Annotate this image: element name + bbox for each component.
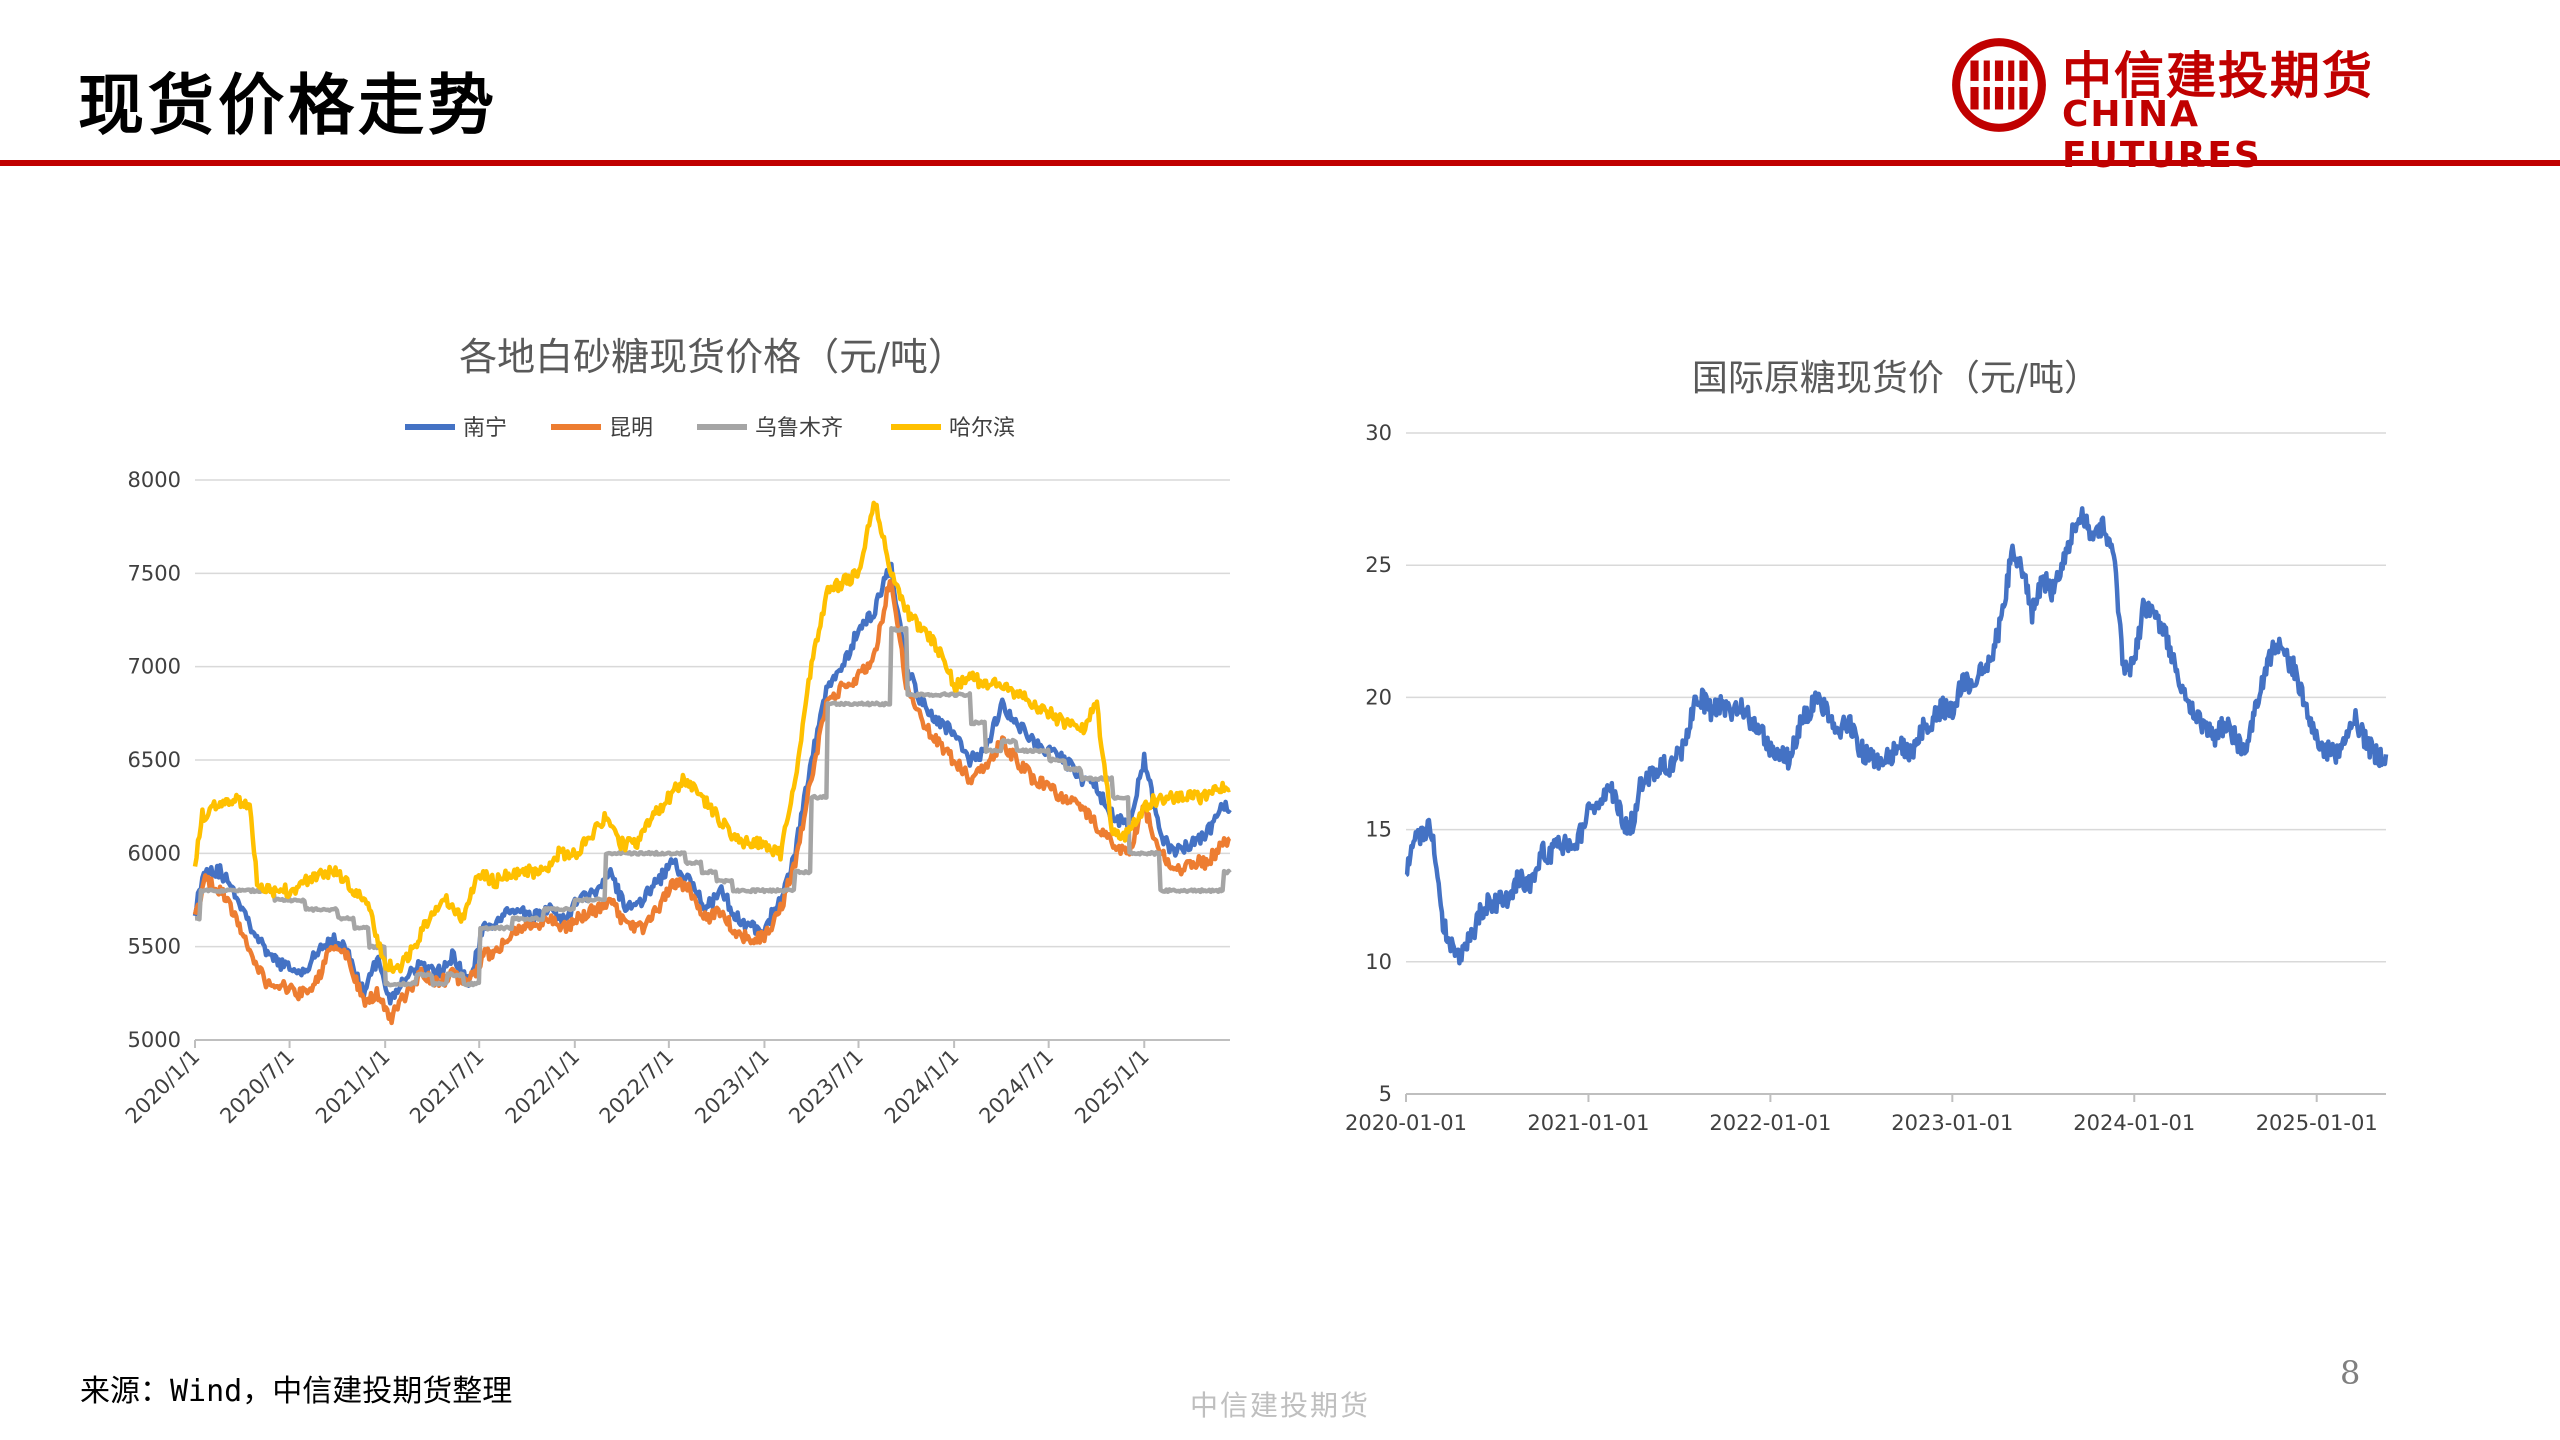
legend-label: 南宁 [463,416,507,441]
domestic-sugar-price-chart: 各地白砂糖现货价格（元/吨） 5000 5500 6000 6500 7000 7500 80… [121,335,1232,1129]
y-tick-label: 30 [1365,421,1392,445]
x-tick-label: 2021/7/1 [405,1045,489,1129]
x-tick-label: 2024-01-01 [2073,1111,2195,1135]
x-tick-label: 2024/7/1 [975,1045,1059,1129]
company-logo: 中信建投期货 CHINA FUTURES [1948,34,2388,176]
footer-brand: 中信建投期货 [1189,1389,1370,1422]
legend-label: 昆明 [609,416,653,441]
y-tick-label: 6000 [128,841,181,865]
y-tick-label: 7000 [128,655,181,679]
x-tick-label: 2021/1/1 [311,1045,395,1129]
x-tick-label: 2022-01-01 [1709,1111,1831,1135]
series-line-哈尔滨 [192,500,1231,974]
x-tick-label: 2020-01-01 [1345,1111,1467,1135]
logo-english-name: CHINA FUTURES [2062,94,2262,176]
x-tick-label: 2022/1/1 [501,1045,585,1129]
x-tick-label: 2025/1/1 [1070,1045,1154,1129]
chart-title: 国际原糖现货价（元/吨） [1692,358,2100,399]
y-tick-label: 5000 [128,1028,181,1052]
slide-title: 现货价格走势 [78,66,498,144]
x-tick-label: 2025-01-01 [2256,1111,2378,1135]
x-tick-label: 2021-01-01 [1527,1111,1649,1135]
x-tick-label: 2020/7/1 [215,1045,299,1129]
series-line-乌鲁木齐 [194,625,1232,988]
y-tick-label: 6500 [128,748,181,772]
x-tick-label: 2022/7/1 [595,1045,679,1129]
chart-title: 各地白砂糖现货价格（元/吨） [459,335,966,379]
legend-label: 乌鲁木齐 [755,416,843,441]
x-tick-label: 2023/1/1 [690,1045,774,1129]
y-tick-label: 5500 [128,935,181,959]
x-tick-label: 2024/1/1 [880,1045,964,1129]
y-tick-label: 5 [1379,1082,1392,1106]
x-tick-label: 2023-01-01 [1891,1111,2013,1135]
logo-emblem-icon [1952,38,2046,132]
header-divider [0,160,2560,166]
raw-sugar-price-chart: 国际原糖现货价（元/吨） 5 10 15 20 25 30 2020-01-01 2021-01… [1345,358,2389,1135]
legend-label: 哈尔滨 [949,416,1015,441]
y-tick-label: 20 [1365,685,1392,709]
y-tick-label: 10 [1365,950,1392,974]
series-line-南宁 [192,561,1232,1006]
series-line-昆明 [192,579,1232,1026]
y-tick-label: 7500 [128,561,181,585]
logo-chinese-name: 中信建投期货 [2062,47,2374,105]
y-tick-label: 8000 [128,468,181,492]
y-tick-label: 25 [1365,553,1392,577]
series-line-raw-sugar [1404,506,2389,966]
x-tick-label: 2020/1/1 [121,1045,205,1129]
y-tick-label: 15 [1365,818,1392,842]
x-tick-label: 2023/7/1 [784,1045,868,1129]
page-number: 8 [2340,1354,2361,1392]
source-note: 来源：Wind，中信建投期货整理 [80,1374,513,1409]
